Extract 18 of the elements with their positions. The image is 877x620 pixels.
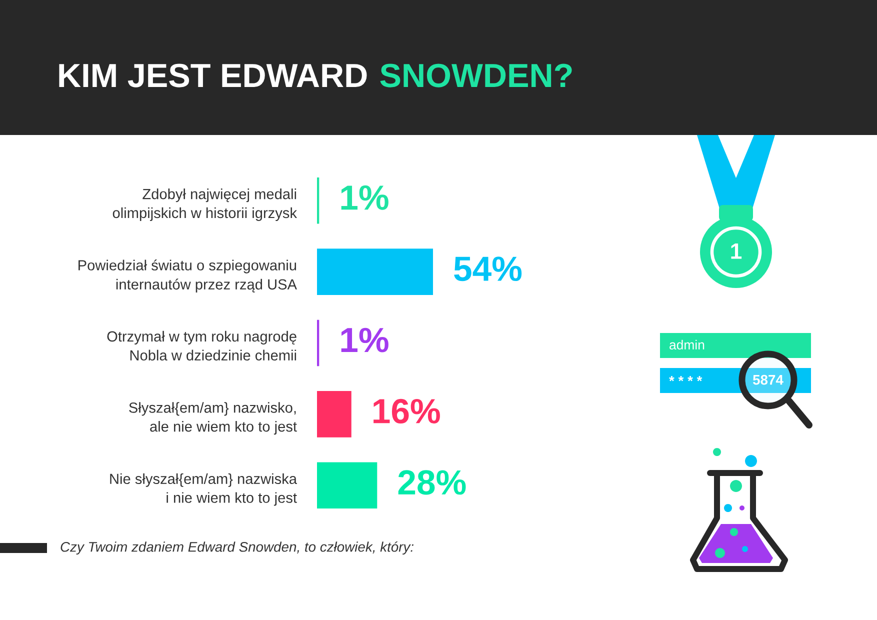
y-tick-label: Powiedział światu o szpiegowaniu internautów przez rząd USA [78, 260, 297, 292]
data-label: 16% [374, 398, 440, 424]
data-label: 1% [341, 328, 388, 352]
text: 1 [731, 243, 742, 259]
chart-title: KIM JEST EDWARD SNOWDEN? [59, 64, 572, 88]
y-tick-label: Nie słyszał{em/am} nazwiska i nie wiem kto to jest [110, 473, 298, 506]
text: admin [670, 340, 704, 350]
text: * * * * 5874 [669, 374, 784, 385]
bar [317, 462, 378, 509]
y-tick-label: Zdobył najwięcej medali olimpijskich w historii igrzysk [112, 188, 298, 221]
data-label: 54% [454, 256, 522, 282]
y-tick-label: Otrzymał w tym roku nagrodę Nobla w dziedzinie chemii [107, 330, 296, 361]
y-tick-label: Słyszał{em/am} nazwisko, ale nie wiem kto to jest [129, 402, 297, 435]
bar [317, 391, 352, 438]
data-label: 28% [398, 470, 466, 495]
data-label: 1% [341, 185, 388, 210]
bar [317, 248, 433, 295]
text: Czy Twoim zdaniem Edward Snowden, to człowiek, który: [60, 541, 414, 555]
